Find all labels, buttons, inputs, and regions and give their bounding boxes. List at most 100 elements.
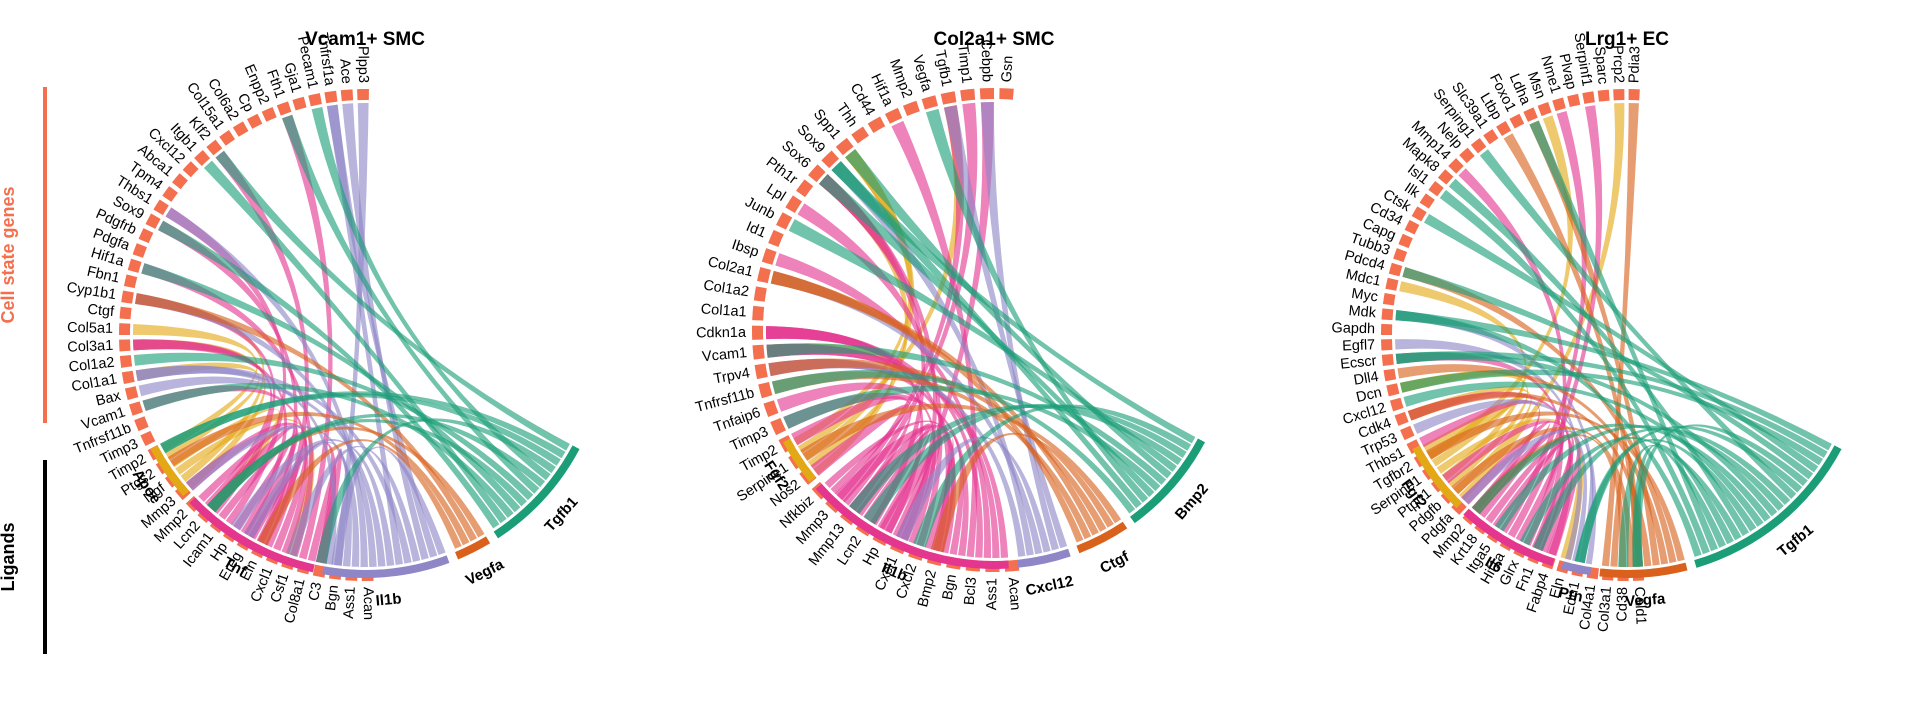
gene-segment bbox=[752, 344, 765, 360]
gene-segment bbox=[119, 306, 132, 320]
gene-segment bbox=[340, 89, 354, 102]
chord-ribbon bbox=[788, 219, 1177, 472]
gene-segment bbox=[119, 355, 133, 368]
gene-segment bbox=[121, 370, 135, 385]
chord-ribbon bbox=[896, 436, 1051, 553]
gene-label: Col3a1 bbox=[67, 338, 114, 356]
chord-ribbon bbox=[1618, 445, 1727, 568]
chord-ribbon bbox=[244, 441, 352, 567]
gene-segment bbox=[1459, 147, 1475, 164]
gene-segment bbox=[1509, 113, 1525, 129]
gene-label: Id1 bbox=[744, 219, 769, 242]
gene-label: Dcn bbox=[1355, 385, 1384, 406]
gene-segment bbox=[1394, 411, 1409, 426]
gene-label: Col1a1 bbox=[70, 371, 118, 395]
ligand-label: Bmp2 bbox=[1172, 480, 1212, 523]
chord-ribbon bbox=[1442, 420, 1572, 553]
ligand-arcs bbox=[150, 445, 580, 578]
gene-segment bbox=[121, 290, 134, 304]
chord-ribbon bbox=[142, 382, 514, 518]
chord-ribbon bbox=[879, 433, 954, 550]
gene-label: Gapdh bbox=[1331, 320, 1375, 337]
gene-label: Col3a1 bbox=[1595, 586, 1615, 633]
chord-ribbon bbox=[831, 161, 1142, 509]
chord-ribbon bbox=[334, 102, 369, 566]
ligand-segment bbox=[1076, 521, 1128, 554]
gene-segment bbox=[763, 400, 779, 418]
gene-segment bbox=[1381, 323, 1393, 335]
chords bbox=[1395, 103, 1832, 568]
chord-ribbon bbox=[282, 114, 333, 560]
chord-ribbon bbox=[845, 149, 1172, 479]
ligands-side-bar bbox=[43, 460, 47, 654]
gene-label: Cald1 bbox=[1631, 586, 1649, 625]
ligand-segment bbox=[1694, 445, 1842, 568]
gene-label: Cd38 bbox=[1614, 587, 1631, 622]
ligand-label: Cxcl12 bbox=[1024, 573, 1075, 600]
gene-segment bbox=[1613, 89, 1625, 101]
chord-ribbon bbox=[1492, 436, 1581, 556]
gene-segment bbox=[867, 116, 886, 133]
gene-segment bbox=[1382, 292, 1396, 306]
gene-label: Bgn bbox=[323, 584, 342, 612]
gene-label: Myc bbox=[1350, 286, 1379, 306]
gene-segment bbox=[1437, 169, 1454, 185]
gene-labels: Cald1Cd38Col3a1Col4a1Edn1ElnFabp4Fn1Glrx… bbox=[1331, 32, 1648, 633]
gene-segment bbox=[1470, 137, 1487, 154]
gene-segment bbox=[1385, 277, 1399, 291]
gene-segment bbox=[124, 386, 139, 401]
gene-segment bbox=[1451, 499, 1467, 515]
chord-ribbon bbox=[1407, 386, 1532, 495]
gene-label: Ass1 bbox=[341, 586, 359, 619]
gene-label: Timp1 bbox=[954, 43, 974, 84]
gene-label: Mdk bbox=[1348, 303, 1377, 321]
gene-label: Dll4 bbox=[1353, 369, 1380, 389]
gene-segment bbox=[1383, 368, 1397, 382]
ligand-label: Vegfa bbox=[463, 556, 507, 589]
gene-segment bbox=[145, 213, 161, 229]
gene-label: Lpl bbox=[763, 181, 788, 205]
ligands-side-label: Ligands bbox=[0, 522, 18, 591]
gene-label: C3 bbox=[306, 581, 325, 602]
gene-segment bbox=[138, 228, 154, 244]
gene-segment bbox=[1400, 425, 1415, 441]
gene-label: Pdia3 bbox=[1626, 46, 1643, 84]
gene-segment bbox=[276, 101, 292, 116]
gene-segment bbox=[1393, 248, 1408, 263]
gene-segment bbox=[768, 229, 784, 247]
gene-segment bbox=[246, 113, 263, 129]
chord-ribbon bbox=[1529, 120, 1719, 552]
ligand-label: Vegfa bbox=[1625, 590, 1667, 610]
gene-segment bbox=[1381, 308, 1394, 321]
chord-ribbon bbox=[771, 370, 1136, 514]
gene-segment bbox=[921, 95, 938, 110]
gene-segment bbox=[140, 430, 156, 447]
gene-label: Sparc bbox=[1591, 46, 1611, 85]
panel-title: Lrg1+ EC bbox=[1585, 29, 1669, 50]
chord-ribbon bbox=[1399, 370, 1524, 467]
gene-segment bbox=[761, 248, 777, 265]
chord-ribbon bbox=[849, 423, 932, 530]
chord-ribbon bbox=[980, 102, 1059, 551]
chord-ribbon bbox=[342, 103, 429, 560]
ligand-segment bbox=[782, 438, 816, 483]
gene-segment bbox=[1448, 158, 1464, 174]
gene-segment bbox=[940, 91, 957, 105]
gene-label: Col4a1 bbox=[1577, 583, 1599, 631]
gene-label: Plpp3 bbox=[355, 46, 371, 83]
gene-label: Gsn bbox=[999, 55, 1016, 82]
gene-segment bbox=[851, 126, 869, 144]
ligand-segment bbox=[455, 536, 491, 560]
gene-label: Cp bbox=[234, 91, 257, 115]
ligand-segment bbox=[189, 497, 315, 573]
chord-ribbon bbox=[257, 439, 462, 549]
gene-segment bbox=[219, 130, 236, 146]
gene-segment bbox=[1411, 206, 1427, 222]
chord-ribbon bbox=[207, 419, 527, 513]
panel-title: Col2a1+ SMC bbox=[934, 29, 1055, 50]
gene-label: Prcp2 bbox=[1609, 45, 1626, 83]
chord-ribbon bbox=[133, 323, 258, 452]
chord-ribbon bbox=[185, 425, 360, 567]
gene-label: Ass1 bbox=[984, 578, 1000, 610]
gene-segment bbox=[324, 90, 338, 104]
